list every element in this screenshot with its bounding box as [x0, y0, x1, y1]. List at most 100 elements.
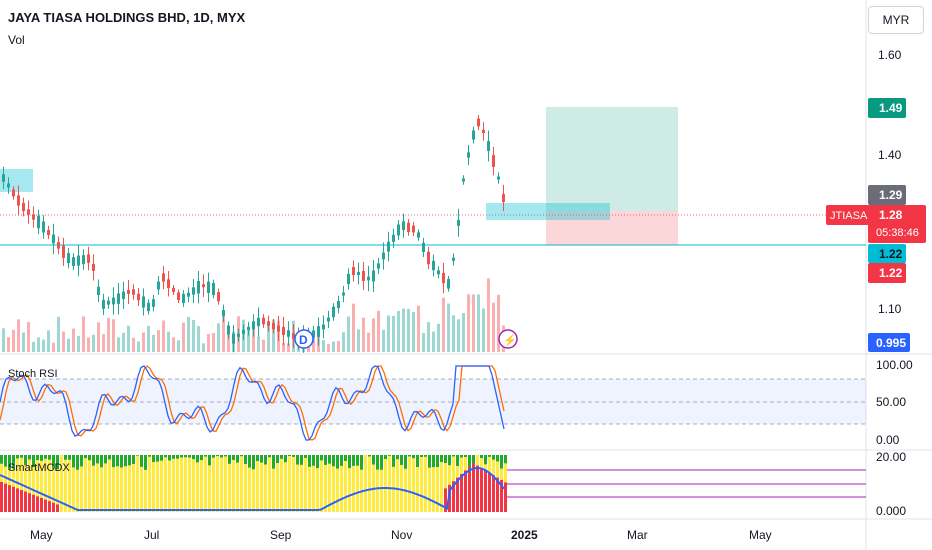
target-zone: [546, 107, 678, 211]
mcdx-bar-yellow: [64, 459, 67, 512]
mcdx-bar-yellow: [380, 469, 383, 512]
volume-bar: [392, 315, 395, 352]
candle-body: [492, 155, 495, 167]
dividend-circle-icon: [294, 329, 314, 349]
mcdx-bar-yellow: [96, 463, 99, 512]
mcdx-bar-green: [100, 455, 103, 480]
mcdx-bar-green: [12, 455, 15, 481]
candle-body: [12, 189, 15, 197]
mcdx-bar-yellow: [104, 463, 107, 512]
mcdx-bar-yellow: [272, 468, 275, 512]
candle-body: [267, 321, 270, 326]
mcdx-bar-yellow: [60, 455, 63, 512]
resistance-price-badge: 1.29: [868, 185, 906, 205]
mcdx-bar-green: [120, 455, 123, 480]
candle-body: [262, 317, 265, 325]
mcdx-bar-yellow: [276, 462, 279, 512]
candle-body: [387, 241, 390, 252]
volume-bar: [402, 308, 405, 352]
mcdx-bar-yellow: [120, 467, 123, 512]
volume-bar: [207, 333, 210, 352]
volume-bar: [87, 337, 90, 352]
candle-body: [77, 255, 80, 266]
mcdx-bar-green: [76, 455, 79, 482]
resistance-price-label: 1.29: [879, 188, 903, 202]
mcdx-bar-red: [8, 485, 11, 512]
candle-body: [407, 222, 410, 232]
volume-bar: [287, 343, 290, 352]
mcdx-bar-red: [4, 483, 7, 512]
candle-body: [252, 321, 255, 330]
candle-body: [147, 302, 150, 312]
candle-body: [432, 260, 435, 271]
mcdx-bar-yellow: [240, 456, 243, 512]
candlestick-series: [2, 114, 505, 353]
volume-bar: [347, 316, 350, 352]
mcdx-bar-yellow: [116, 466, 119, 512]
volume-bar: [192, 319, 195, 352]
volume-bar: [132, 337, 135, 352]
candle-body: [207, 281, 210, 294]
volume-bar: [62, 331, 65, 352]
volume-bar: [247, 330, 250, 352]
candle-body: [152, 299, 155, 307]
mcdx-bar-yellow: [264, 464, 267, 512]
mcdx-bar-yellow: [248, 467, 251, 512]
mcdx-bar-green: [380, 455, 383, 482]
mcdx-bar-yellow: [324, 464, 327, 512]
mcdx-bar-yellow: [76, 469, 79, 512]
mcdx-bar-red: [28, 493, 31, 512]
mcdx-bar-red: [452, 481, 455, 512]
time-label: 2025: [511, 528, 538, 542]
candle-body: [142, 296, 145, 308]
candle-body: [2, 174, 5, 182]
candle-body: [172, 288, 175, 292]
volume-bar: [472, 294, 475, 352]
mcdx-bar-yellow: [288, 455, 291, 512]
mcdx-bar-yellow: [164, 457, 167, 512]
mcdx-bar-green: [8, 455, 11, 482]
candle-body: [332, 306, 335, 318]
mcdx-bar-yellow: [292, 456, 295, 512]
volume-legend[interactable]: Vol: [8, 33, 25, 47]
smart-mcdx-label[interactable]: SmartMCDX: [8, 462, 70, 474]
candle-body: [112, 297, 115, 305]
candle-body: [17, 195, 20, 206]
mcdx-bar-yellow: [296, 464, 299, 512]
mcdx-bar-yellow: [40, 460, 43, 512]
candle-body: [337, 301, 340, 308]
candle-body: [257, 317, 260, 327]
stop-price-badge: 1.22: [868, 263, 906, 283]
volume-bar: [262, 339, 265, 352]
currency-button[interactable]: MYR: [868, 6, 924, 34]
mcdx-bar-yellow: [188, 457, 191, 512]
volume-bar: [272, 319, 275, 352]
mcdx-bar-yellow: [256, 461, 259, 512]
mcdx-bar-yellow: [208, 465, 211, 512]
volume-bar: [342, 332, 345, 352]
mcdx-bar-red: [460, 474, 463, 512]
mcdx-bar-red: [444, 488, 447, 512]
mcdx-bar-green: [144, 455, 147, 482]
target-price-label: 1.49: [879, 101, 903, 115]
candle-body: [382, 252, 385, 260]
volume-value-label: 0.995: [876, 336, 906, 350]
candle-body: [327, 317, 330, 322]
volume-bar: [112, 319, 115, 352]
volume-bar: [217, 323, 220, 352]
mcdx-bar-yellow: [368, 456, 371, 512]
mcdx-bar-yellow: [28, 459, 31, 512]
demand-zone: [486, 203, 610, 220]
time-label: Jul: [144, 528, 159, 542]
volume-bar: [422, 333, 425, 352]
volume-bar: [167, 331, 170, 352]
volume-bar: [172, 337, 175, 352]
mcdx-line: [0, 466, 505, 512]
volume-bar: [442, 297, 445, 352]
mcdx-bar-yellow: [424, 456, 427, 512]
volume-bar: [482, 308, 485, 352]
stoch-rsi-label[interactable]: Stoch RSI: [8, 368, 58, 380]
mcdx-bar-yellow: [280, 458, 283, 512]
